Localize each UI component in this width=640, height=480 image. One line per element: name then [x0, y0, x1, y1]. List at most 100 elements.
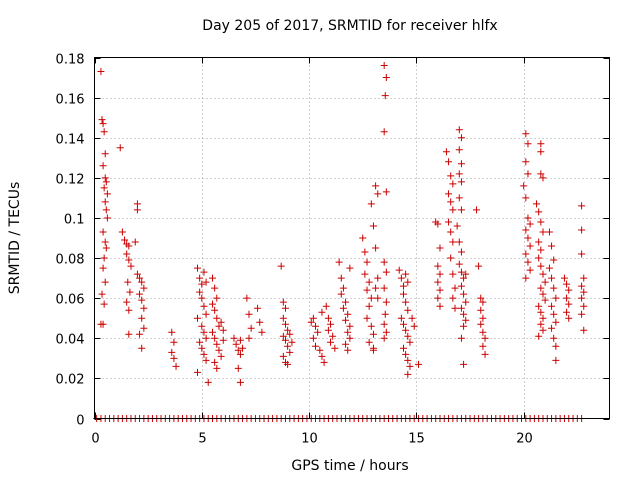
- data-point: [436, 286, 444, 294]
- data-point: [381, 92, 389, 100]
- data-point: [314, 328, 322, 336]
- data-point: [363, 314, 371, 322]
- data-point: [539, 290, 547, 298]
- data-point: [434, 294, 442, 302]
- data-point: [99, 320, 107, 328]
- data-point: [578, 226, 586, 234]
- data-point: [565, 300, 573, 308]
- data-point: [277, 262, 285, 270]
- data-point: [560, 274, 568, 282]
- data-point: [219, 326, 227, 334]
- data-point: [247, 324, 255, 332]
- data-point: [126, 288, 134, 296]
- data-point: [367, 200, 375, 208]
- data-point: [125, 330, 133, 338]
- data-point: [322, 302, 330, 310]
- data-point: [138, 344, 146, 352]
- data-point: [522, 130, 530, 138]
- data-point: [202, 278, 210, 286]
- data-point: [524, 140, 532, 148]
- data-point: [369, 330, 377, 338]
- data-point: [580, 288, 588, 296]
- data-point: [102, 206, 110, 214]
- data-point: [127, 262, 135, 270]
- data-point: [344, 310, 352, 318]
- data-point: [198, 344, 206, 352]
- data-point: [552, 318, 560, 326]
- data-point: [102, 244, 110, 252]
- data-point: [481, 350, 489, 358]
- data-point: [320, 358, 328, 366]
- data-point: [363, 286, 371, 294]
- data-point: [537, 284, 545, 292]
- y-tick-label: 0.12: [56, 173, 85, 188]
- data-point: [524, 234, 532, 242]
- data-point: [539, 326, 547, 334]
- data-point: [526, 266, 534, 274]
- data-point: [121, 236, 129, 244]
- data-point: [215, 322, 223, 330]
- data-point: [346, 322, 354, 330]
- x-axis-label: GPS time / hours: [291, 458, 408, 474]
- data-point: [318, 352, 326, 360]
- data-point: [140, 284, 148, 292]
- data-point: [125, 242, 133, 250]
- data-point: [455, 126, 463, 134]
- data-point: [284, 360, 292, 368]
- data-point: [477, 294, 485, 302]
- data-point: [170, 338, 178, 346]
- data-point: [101, 278, 109, 286]
- data-point: [539, 314, 547, 322]
- data-point: [380, 334, 388, 342]
- data-point: [200, 350, 208, 358]
- data-point: [374, 190, 382, 198]
- data-point: [102, 178, 110, 186]
- data-point: [339, 284, 347, 292]
- data-point: [457, 206, 465, 214]
- data-point: [406, 362, 414, 370]
- data-point: [539, 270, 547, 278]
- data-point: [258, 328, 266, 336]
- data-point: [522, 250, 530, 258]
- data-points: [93, 62, 588, 422]
- data-point: [213, 294, 221, 302]
- data-point: [374, 274, 382, 282]
- data-point: [380, 284, 388, 292]
- data-point: [138, 296, 146, 304]
- data-point: [318, 308, 326, 316]
- data-point: [455, 170, 463, 178]
- data-point: [400, 344, 407, 352]
- data-point: [548, 324, 556, 332]
- data-point: [457, 304, 465, 312]
- x-tick-label: 0: [91, 432, 99, 447]
- data-point: [209, 328, 217, 336]
- data-point: [211, 306, 219, 314]
- data-point: [284, 342, 292, 350]
- data-point: [99, 228, 107, 236]
- data-point: [316, 346, 324, 354]
- data-point: [460, 322, 468, 330]
- data-point: [524, 258, 532, 266]
- data-point: [451, 304, 459, 312]
- data-point: [133, 206, 141, 214]
- y-tick-label: 0.16: [56, 93, 85, 108]
- data-point: [462, 270, 470, 278]
- data-point: [213, 364, 221, 372]
- data-point: [198, 294, 206, 302]
- data-point: [477, 306, 485, 314]
- data-point: [382, 298, 390, 306]
- y-tick-label: 0.08: [56, 253, 85, 268]
- data-point: [436, 270, 444, 278]
- data-point: [537, 262, 545, 270]
- data-point: [99, 264, 107, 272]
- data-point: [124, 278, 132, 286]
- data-point: [140, 304, 148, 312]
- data-point: [202, 356, 210, 364]
- data-point: [455, 260, 463, 268]
- data-point: [535, 238, 543, 246]
- data-point: [245, 310, 253, 318]
- data-point: [324, 314, 332, 322]
- data-point: [359, 234, 367, 242]
- data-point: [213, 314, 221, 322]
